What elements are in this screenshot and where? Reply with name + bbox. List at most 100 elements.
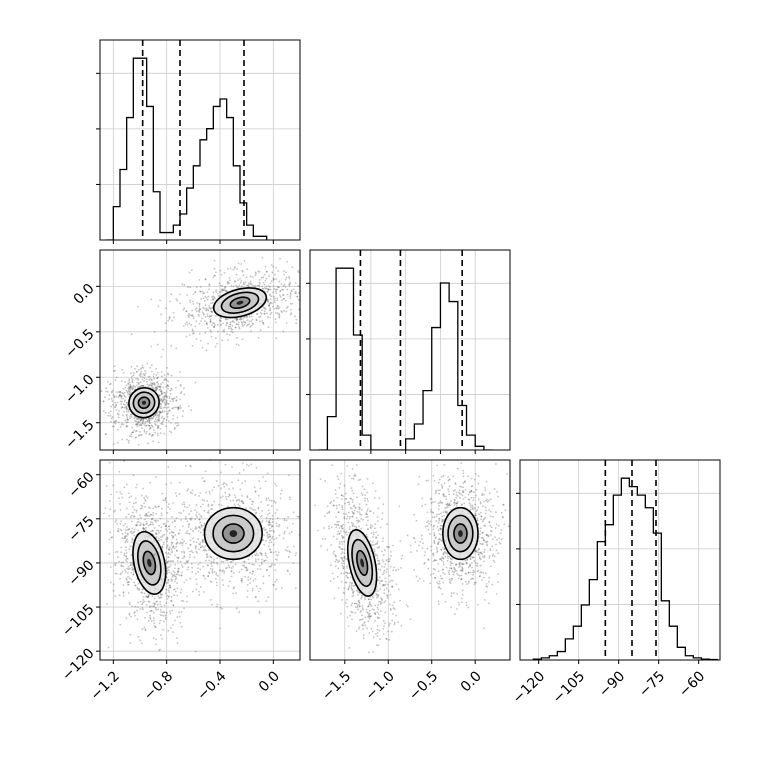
- sample-point: [358, 605, 361, 608]
- sample-point: [433, 479, 436, 482]
- sample-point: [265, 528, 267, 531]
- sample-point: [374, 612, 376, 615]
- sample-point: [365, 608, 368, 611]
- sample-point: [235, 592, 237, 594]
- sample-point: [164, 377, 167, 380]
- sample-point: [145, 495, 148, 498]
- sample-point: [202, 565, 205, 568]
- sample-point: [199, 542, 202, 544]
- sample-point: [172, 531, 175, 534]
- sample-point: [354, 602, 357, 605]
- sample-point: [227, 268, 229, 270]
- sample-point: [269, 293, 271, 296]
- sample-point: [130, 571, 133, 574]
- density-layer: [100, 257, 300, 450]
- sample-point: [188, 513, 191, 515]
- sample-point: [372, 531, 375, 534]
- sample-point: [168, 397, 171, 400]
- sample-point: [165, 395, 168, 398]
- sample-point: [164, 496, 167, 499]
- sample-point: [161, 637, 164, 640]
- sample-point: [170, 580, 173, 583]
- sample-point: [280, 283, 283, 285]
- sample-point: [453, 613, 456, 616]
- sample-point: [162, 614, 165, 617]
- sample-point: [110, 391, 113, 394]
- sample-point: [175, 543, 178, 545]
- sample-point: [121, 422, 124, 425]
- sample-point: [116, 391, 118, 393]
- sample-point: [344, 581, 347, 584]
- sample-point: [259, 515, 262, 518]
- sample-point: [142, 608, 144, 611]
- sample-point: [292, 562, 295, 565]
- sample-point: [159, 385, 162, 388]
- sample-point: [341, 454, 343, 456]
- sample-point: [235, 336, 238, 339]
- sample-point: [285, 271, 287, 274]
- sample-point: [126, 392, 129, 394]
- sample-point: [323, 527, 326, 529]
- sample-point: [207, 511, 210, 514]
- sample-point: [271, 518, 274, 520]
- sample-point: [221, 289, 224, 292]
- sample-point: [159, 399, 162, 402]
- sample-point: [279, 492, 282, 495]
- sample-point: [203, 292, 206, 295]
- sample-point: [286, 293, 289, 296]
- sample-point: [163, 398, 165, 401]
- sample-point: [125, 560, 128, 563]
- sample-point: [163, 395, 166, 398]
- sample-point: [128, 528, 131, 530]
- sample-point: [264, 559, 267, 562]
- sample-point: [260, 554, 263, 556]
- sample-point: [155, 420, 158, 423]
- sample-point: [327, 525, 330, 528]
- sample-point: [133, 612, 136, 615]
- sample-point: [144, 629, 147, 632]
- sample-point: [387, 630, 390, 633]
- sample-point: [165, 588, 168, 591]
- sample-point: [113, 395, 116, 398]
- sample-point: [265, 520, 268, 523]
- sample-point: [125, 577, 128, 580]
- sample-point: [206, 511, 209, 514]
- sample-point: [148, 375, 151, 378]
- sample-point: [198, 307, 201, 310]
- sample-point: [150, 513, 152, 516]
- sample-point: [153, 420, 156, 423]
- sample-point: [157, 529, 160, 532]
- sample-point: [379, 588, 381, 590]
- sample-point: [219, 627, 222, 630]
- sample-point: [163, 397, 166, 400]
- sample-point: [206, 291, 209, 294]
- sample-point: [368, 612, 371, 615]
- sample-point: [341, 504, 344, 507]
- sample-point: [217, 574, 220, 577]
- sample-point: [251, 555, 254, 558]
- sample-point: [198, 495, 200, 497]
- sample-point: [460, 569, 462, 572]
- sample-point: [140, 385, 143, 387]
- sample-point: [513, 530, 515, 532]
- sample-point: [125, 557, 128, 560]
- sample-point: [429, 520, 432, 523]
- sample-point: [285, 310, 288, 313]
- sample-point: [124, 569, 126, 572]
- sample-point: [271, 271, 274, 274]
- sample-point: [362, 518, 364, 521]
- sample-point: [194, 546, 197, 549]
- sample-point: [458, 603, 460, 606]
- sample-point: [225, 290, 228, 292]
- sample-point: [374, 490, 377, 492]
- sample-point: [192, 302, 195, 305]
- sample-point: [220, 317, 223, 320]
- sample-point: [266, 291, 269, 294]
- sample-point: [360, 517, 363, 520]
- sample-point: [114, 520, 117, 523]
- sample-point: [133, 534, 136, 537]
- sample-point: [244, 480, 247, 483]
- sample-point: [149, 427, 152, 429]
- sample-point: [189, 528, 192, 531]
- sample-point: [211, 603, 214, 606]
